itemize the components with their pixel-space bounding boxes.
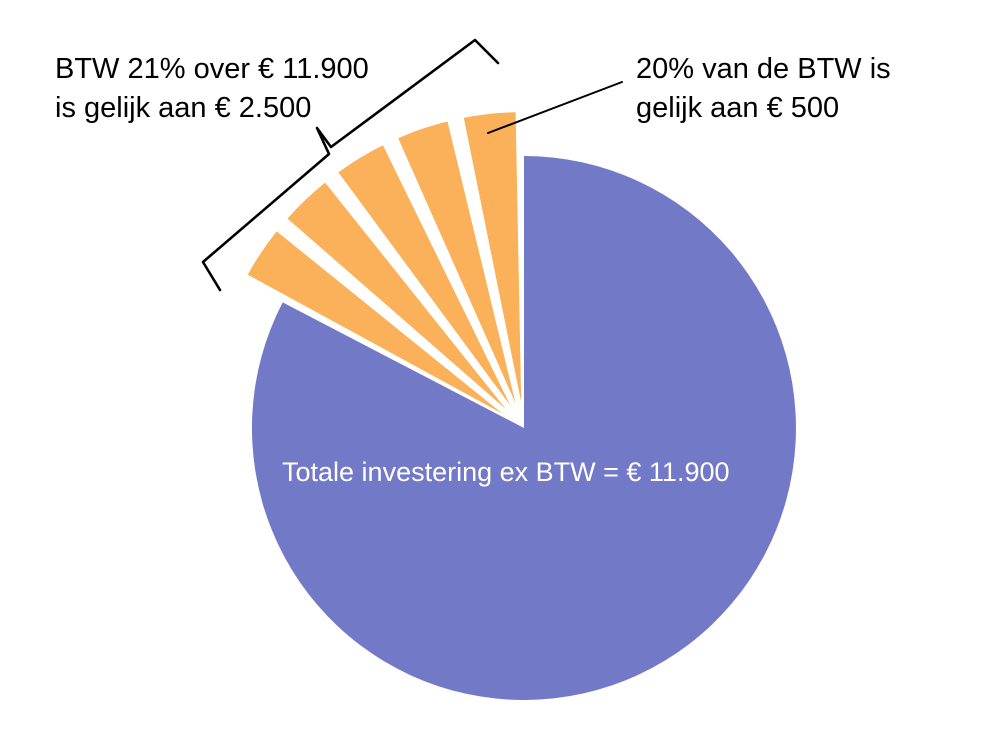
btw-fifth-annotation-line1: 20% van de BTW is bbox=[636, 53, 891, 85]
pie-slice-btw-5 bbox=[463, 112, 522, 403]
pie-slice-btw-1 bbox=[247, 231, 503, 414]
pie-slice-btw-2 bbox=[287, 182, 506, 410]
annotation-lines-layer bbox=[201, 38, 623, 292]
btw-total-annotation-line2: is gelijk aan € 2.500 bbox=[55, 92, 312, 124]
btw-fifth-annotation-line2: gelijk aan € 500 bbox=[636, 92, 840, 124]
btw-total-annotation: BTW 21% over € 11.900 is gelijk aan € 2.… bbox=[55, 50, 369, 128]
main-slice-label: Totale investering ex BTW = € 11.900 bbox=[282, 457, 730, 487]
pie-slices-layer bbox=[247, 112, 796, 700]
pie-slice-btw-4 bbox=[398, 121, 516, 404]
btw-fifth-annotation: 20% van de BTW is gelijk aan € 500 bbox=[636, 50, 891, 128]
pie-slice-main bbox=[251, 156, 796, 700]
bracket-annotation-shape bbox=[201, 38, 500, 292]
pie-slice-btw-3 bbox=[338, 145, 511, 406]
leader-line bbox=[487, 81, 623, 134]
btw-total-annotation-line1: BTW 21% over € 11.900 bbox=[55, 53, 369, 85]
